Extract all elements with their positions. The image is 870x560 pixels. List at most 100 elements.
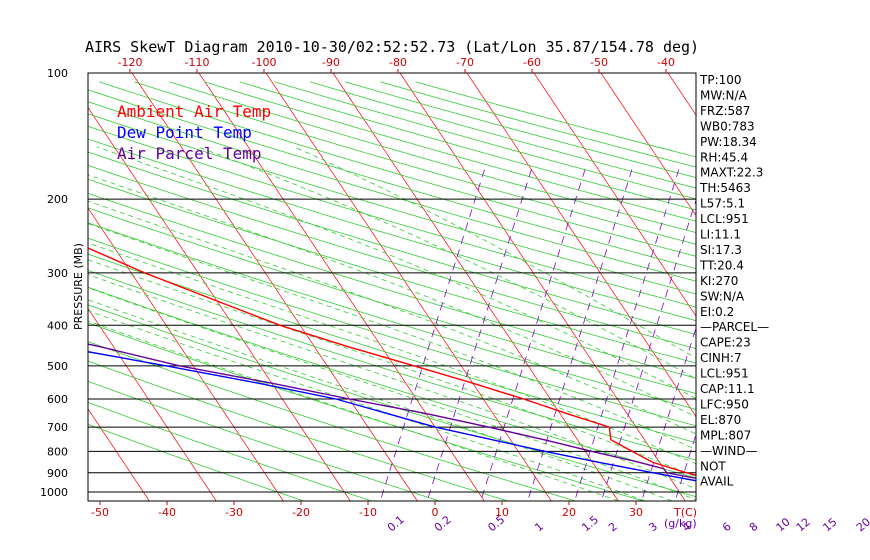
- dry-adiabat-line: [88, 125, 696, 308]
- index-item: TH:5463: [699, 181, 751, 195]
- index-item: CAP:11.1: [700, 382, 755, 396]
- y-tick-label: 400: [47, 319, 68, 332]
- bottom-tick-label: 30: [629, 506, 643, 519]
- index-item: EI:0.2: [700, 305, 734, 319]
- index-item: —PARCEL—: [700, 320, 769, 334]
- series-air-parcel-temp: [88, 343, 696, 480]
- bottom-tick-label: -50: [91, 506, 109, 519]
- index-item: SW:N/A: [700, 289, 745, 303]
- y-tick-label: 500: [47, 360, 68, 373]
- isotherm-line: [399, 73, 686, 501]
- mixing-ratio-line: [642, 326, 696, 498]
- index-item: TP:100: [699, 73, 742, 87]
- dry-adiabat-line: [88, 341, 576, 501]
- y-tick-label: 700: [47, 421, 68, 434]
- index-item: PW:18.34: [700, 135, 757, 149]
- bottom-tick-label: 10: [495, 506, 509, 519]
- isotherm-line: [131, 73, 418, 501]
- index-item: MPL:807: [700, 428, 751, 442]
- dry-adiabat-line: [88, 207, 696, 394]
- index-item: NOT: [700, 459, 726, 473]
- bottom-tick-label: -30: [225, 506, 243, 519]
- top-tick-label: -120: [118, 56, 143, 69]
- bottom-tick-label: -20: [292, 506, 310, 519]
- mixing-ratio-line: [381, 169, 485, 498]
- dry-adiabat-line: [98, 81, 696, 257]
- isotherm-line: [533, 73, 696, 317]
- mixing-ratio-line: [528, 169, 633, 498]
- bottom-tick-label: -40: [158, 506, 176, 519]
- dry-adiabat-line: [88, 286, 696, 479]
- x-axis-unit-label: T(C): [673, 506, 697, 519]
- mixing-ratio-unit-label: (g/kg): [664, 517, 697, 530]
- index-item: AVAIL: [700, 475, 734, 489]
- dry-adiabat-line: [88, 269, 696, 461]
- top-tick-label: -100: [252, 56, 277, 69]
- index-item: KI:270: [700, 274, 738, 288]
- dry-adiabat-line: [88, 380, 440, 501]
- top-tick-label: -80: [389, 56, 407, 69]
- dry-adiabat-line: [88, 101, 696, 282]
- dry-adiabat-line: [88, 138, 696, 322]
- mixing-ratio-label: 20: [854, 515, 870, 534]
- index-item: EL:870: [700, 413, 741, 427]
- top-tick-label: -70: [456, 56, 474, 69]
- legend: Ambient Air Temp Dew Point Temp Air Parc…: [117, 102, 271, 163]
- dry-adiabat-line: [88, 192, 696, 379]
- index-item: FRZ:587: [700, 104, 750, 118]
- bottom-tick-label: 20: [562, 506, 576, 519]
- index-item: LI:11.1: [700, 228, 741, 242]
- dry-adiabat-line: [88, 165, 696, 350]
- index-item: TT:20.4: [699, 258, 744, 272]
- index-item: LFC:950: [700, 397, 749, 411]
- dry-adiabat-line: [88, 222, 696, 410]
- y-tick-label: 100: [47, 67, 68, 80]
- bottom-tick-label: 0: [432, 506, 439, 519]
- isotherm-line: [88, 207, 284, 501]
- y-tick-label: 800: [47, 445, 68, 458]
- y-tick-label: 900: [47, 467, 68, 480]
- dry-adiabat-line: [88, 89, 696, 270]
- y-tick-label: 200: [47, 193, 68, 206]
- legend-ambient-air-temp: Ambient Air Temp: [117, 102, 271, 121]
- index-item: SI:17.3: [700, 243, 742, 257]
- bottom-tick-label: -10: [359, 506, 377, 519]
- index-item: RH:45.4: [700, 150, 748, 164]
- mixing-ratio-line: [602, 198, 696, 498]
- dry-adiabat-line: [88, 113, 696, 295]
- dry-adiabat-line: [88, 178, 696, 364]
- mixing-ratio-line: [675, 433, 696, 498]
- index-item: CINH:7: [700, 351, 742, 365]
- index-item: MW:N/A: [700, 89, 748, 103]
- mixing-ratio-line: [481, 169, 586, 498]
- dry-adiabat-line: [88, 322, 644, 501]
- index-item: CAPE:23: [700, 336, 751, 350]
- y-tick-label: 1000: [40, 486, 68, 499]
- top-tick-label: -90: [322, 56, 340, 69]
- dry-adiabat-line: [88, 401, 372, 501]
- dry-adiabat-line: [88, 304, 696, 498]
- isotherm-line: [466, 73, 696, 418]
- legend-air-parcel-temp: Air Parcel Temp: [117, 144, 262, 163]
- mixing-ratio-line: [575, 169, 680, 498]
- dry-adiabat-line: [88, 423, 304, 501]
- dry-adiabat-line: [88, 151, 696, 335]
- y-tick-label: 300: [47, 267, 68, 280]
- index-item: —WIND—: [700, 444, 758, 458]
- dry-adiabat-line: [88, 237, 696, 427]
- plot-frame: [87, 72, 697, 502]
- y-tick-label: 600: [47, 393, 68, 406]
- legend-dew-point-temp: Dew Point Temp: [117, 123, 252, 142]
- series-ambient-air-temp: [88, 247, 696, 476]
- index-item: MAXT:22.3: [700, 166, 763, 180]
- isotherm-line: [88, 106, 351, 501]
- index-item: LCL:951: [700, 212, 749, 226]
- mixing-ratio-line: [427, 169, 532, 498]
- index-item: LCL:951: [700, 367, 749, 381]
- top-tick-label: -40: [657, 56, 675, 69]
- index-item: WB0:783: [700, 119, 755, 133]
- chart-title: AIRS SkewT Diagram 2010-10-30/02:52:52.7…: [85, 38, 699, 56]
